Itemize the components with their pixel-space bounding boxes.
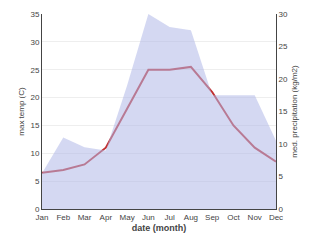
svg-text:Feb: Feb xyxy=(56,213,70,222)
svg-text:Oct: Oct xyxy=(227,213,240,222)
svg-text:20: 20 xyxy=(279,75,288,84)
svg-text:Dec: Dec xyxy=(269,213,283,222)
svg-text:Nov: Nov xyxy=(248,213,262,222)
svg-text:0: 0 xyxy=(35,205,40,214)
svg-text:Apr: Apr xyxy=(100,213,113,222)
svg-text:0: 0 xyxy=(279,205,284,214)
svg-text:10: 10 xyxy=(30,149,39,158)
svg-text:20: 20 xyxy=(30,93,39,102)
svg-text:Sep: Sep xyxy=(205,213,220,222)
svg-text:med. precipitation (kg/m2): med. precipitation (kg/m2) xyxy=(290,65,299,158)
svg-text:10: 10 xyxy=(279,140,288,149)
svg-text:25: 25 xyxy=(279,42,288,51)
svg-text:Jan: Jan xyxy=(36,213,49,222)
svg-text:15: 15 xyxy=(279,107,288,116)
svg-text:Aug: Aug xyxy=(184,213,198,222)
svg-text:May: May xyxy=(120,213,135,222)
svg-text:30: 30 xyxy=(279,10,288,19)
svg-text:Jun: Jun xyxy=(142,213,155,222)
svg-text:date (month): date (month) xyxy=(132,223,187,233)
svg-text:25: 25 xyxy=(30,66,39,75)
svg-text:15: 15 xyxy=(30,121,39,130)
svg-text:5: 5 xyxy=(279,172,284,181)
svg-text:Mar: Mar xyxy=(78,213,92,222)
svg-text:35: 35 xyxy=(30,10,39,19)
svg-text:30: 30 xyxy=(30,38,39,47)
svg-text:max temp (C): max temp (C) xyxy=(17,87,26,136)
svg-text:Jul: Jul xyxy=(165,213,175,222)
svg-text:5: 5 xyxy=(35,177,40,186)
